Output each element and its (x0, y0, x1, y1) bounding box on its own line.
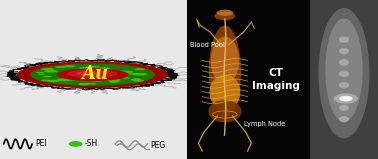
Ellipse shape (89, 79, 103, 82)
Ellipse shape (339, 37, 349, 43)
Ellipse shape (339, 105, 349, 111)
Ellipse shape (81, 83, 90, 85)
Ellipse shape (339, 71, 349, 77)
Ellipse shape (83, 67, 93, 68)
Ellipse shape (44, 70, 58, 73)
Ellipse shape (110, 78, 117, 80)
Ellipse shape (41, 68, 54, 70)
Circle shape (334, 93, 358, 104)
Ellipse shape (64, 78, 73, 79)
Text: PEI: PEI (35, 139, 46, 148)
Ellipse shape (62, 77, 69, 79)
Ellipse shape (128, 73, 138, 75)
Text: Lymph Node: Lymph Node (244, 121, 285, 127)
Text: Blood Pool: Blood Pool (190, 41, 225, 48)
Ellipse shape (41, 80, 50, 81)
Ellipse shape (32, 63, 153, 84)
Ellipse shape (339, 93, 349, 100)
Ellipse shape (57, 68, 129, 81)
Ellipse shape (339, 82, 349, 88)
Ellipse shape (211, 37, 239, 84)
Ellipse shape (339, 48, 349, 54)
Ellipse shape (78, 83, 88, 85)
Ellipse shape (67, 69, 118, 78)
Ellipse shape (47, 80, 60, 82)
Circle shape (342, 97, 349, 100)
Ellipse shape (108, 81, 118, 82)
Ellipse shape (214, 12, 235, 20)
Ellipse shape (98, 67, 111, 69)
Bar (310, 0, 378, 159)
Ellipse shape (107, 79, 121, 81)
Ellipse shape (57, 78, 73, 81)
Text: -SH: -SH (85, 139, 98, 148)
Text: Au: Au (81, 65, 108, 83)
Ellipse shape (17, 61, 168, 88)
Circle shape (339, 96, 353, 101)
Ellipse shape (87, 83, 96, 85)
Text: PEG: PEG (150, 141, 165, 150)
Ellipse shape (134, 68, 146, 70)
Ellipse shape (209, 75, 240, 110)
Ellipse shape (121, 77, 130, 79)
Circle shape (69, 141, 82, 147)
Ellipse shape (76, 71, 101, 76)
Text: CT
Imaging: CT Imaging (252, 68, 300, 91)
Ellipse shape (117, 71, 133, 73)
Ellipse shape (55, 66, 65, 68)
Ellipse shape (66, 78, 80, 80)
Ellipse shape (38, 74, 45, 75)
Ellipse shape (133, 78, 140, 80)
Ellipse shape (90, 66, 99, 68)
Ellipse shape (131, 79, 141, 81)
Ellipse shape (110, 81, 120, 83)
Ellipse shape (36, 72, 44, 73)
Ellipse shape (43, 76, 51, 77)
Bar (187, 0, 310, 159)
Ellipse shape (133, 73, 147, 76)
Ellipse shape (79, 83, 85, 84)
Bar (0, 0, 187, 159)
Ellipse shape (216, 10, 233, 16)
Ellipse shape (30, 64, 155, 86)
Ellipse shape (208, 100, 242, 122)
Ellipse shape (63, 65, 76, 67)
Ellipse shape (318, 8, 369, 138)
Ellipse shape (98, 68, 108, 69)
Ellipse shape (78, 67, 90, 69)
Ellipse shape (209, 25, 241, 118)
Bar (187, 0, 378, 159)
Ellipse shape (133, 80, 144, 82)
Ellipse shape (339, 59, 349, 66)
Ellipse shape (339, 116, 349, 122)
Ellipse shape (325, 18, 363, 122)
